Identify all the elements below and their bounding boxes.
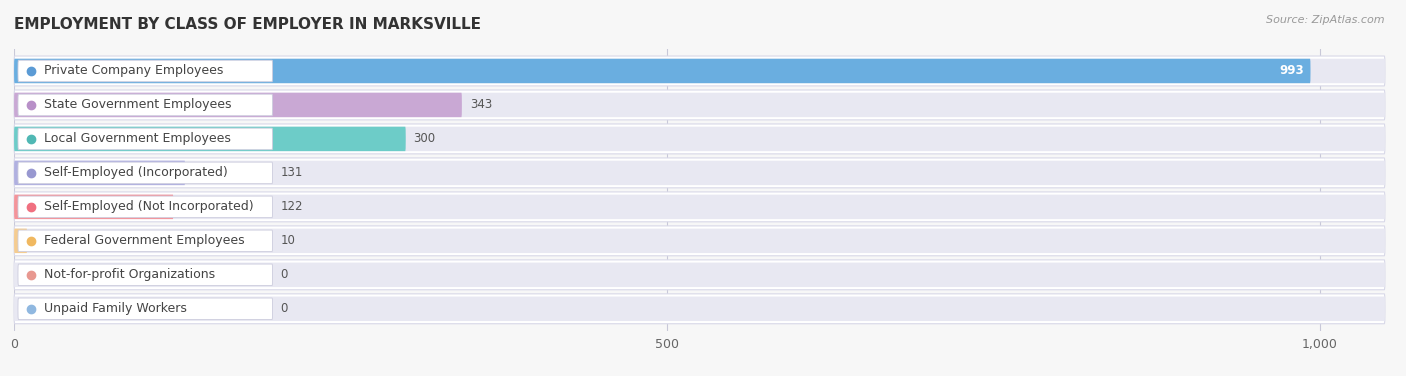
FancyBboxPatch shape — [14, 195, 1385, 219]
FancyBboxPatch shape — [14, 192, 1385, 222]
FancyBboxPatch shape — [14, 59, 1385, 83]
Text: 0: 0 — [280, 268, 288, 281]
FancyBboxPatch shape — [14, 161, 1385, 185]
FancyBboxPatch shape — [14, 262, 1385, 287]
FancyBboxPatch shape — [18, 128, 273, 150]
Text: 131: 131 — [280, 167, 302, 179]
FancyBboxPatch shape — [14, 59, 1310, 83]
Text: 343: 343 — [470, 99, 492, 111]
Text: Private Company Employees: Private Company Employees — [44, 64, 224, 77]
FancyBboxPatch shape — [14, 260, 1385, 290]
FancyBboxPatch shape — [14, 158, 1385, 188]
FancyBboxPatch shape — [14, 127, 1385, 151]
FancyBboxPatch shape — [14, 93, 463, 117]
FancyBboxPatch shape — [18, 162, 273, 183]
Text: State Government Employees: State Government Employees — [44, 99, 232, 111]
FancyBboxPatch shape — [14, 93, 1385, 117]
FancyBboxPatch shape — [14, 124, 1385, 154]
Text: EMPLOYMENT BY CLASS OF EMPLOYER IN MARKSVILLE: EMPLOYMENT BY CLASS OF EMPLOYER IN MARKS… — [14, 17, 481, 32]
Text: Not-for-profit Organizations: Not-for-profit Organizations — [44, 268, 215, 281]
FancyBboxPatch shape — [14, 56, 1385, 86]
FancyBboxPatch shape — [18, 298, 273, 320]
FancyBboxPatch shape — [18, 230, 273, 252]
FancyBboxPatch shape — [14, 229, 27, 253]
FancyBboxPatch shape — [14, 294, 1385, 324]
Text: Source: ZipAtlas.com: Source: ZipAtlas.com — [1267, 15, 1385, 25]
FancyBboxPatch shape — [18, 94, 273, 116]
Text: 993: 993 — [1279, 64, 1303, 77]
FancyBboxPatch shape — [14, 195, 173, 219]
FancyBboxPatch shape — [14, 226, 1385, 256]
FancyBboxPatch shape — [18, 60, 273, 82]
Text: Federal Government Employees: Federal Government Employees — [44, 234, 245, 247]
Text: Self-Employed (Incorporated): Self-Employed (Incorporated) — [44, 167, 228, 179]
Text: Unpaid Family Workers: Unpaid Family Workers — [44, 302, 187, 315]
FancyBboxPatch shape — [14, 161, 186, 185]
Text: 0: 0 — [280, 302, 288, 315]
FancyBboxPatch shape — [14, 229, 1385, 253]
Text: Self-Employed (Not Incorporated): Self-Employed (Not Incorporated) — [44, 200, 253, 213]
FancyBboxPatch shape — [14, 90, 1385, 120]
Text: 10: 10 — [280, 234, 295, 247]
FancyBboxPatch shape — [18, 264, 273, 286]
FancyBboxPatch shape — [18, 196, 273, 218]
Text: 122: 122 — [280, 200, 302, 213]
Text: 300: 300 — [413, 132, 436, 146]
Text: Local Government Employees: Local Government Employees — [44, 132, 231, 146]
FancyBboxPatch shape — [14, 127, 406, 151]
FancyBboxPatch shape — [14, 297, 1385, 321]
